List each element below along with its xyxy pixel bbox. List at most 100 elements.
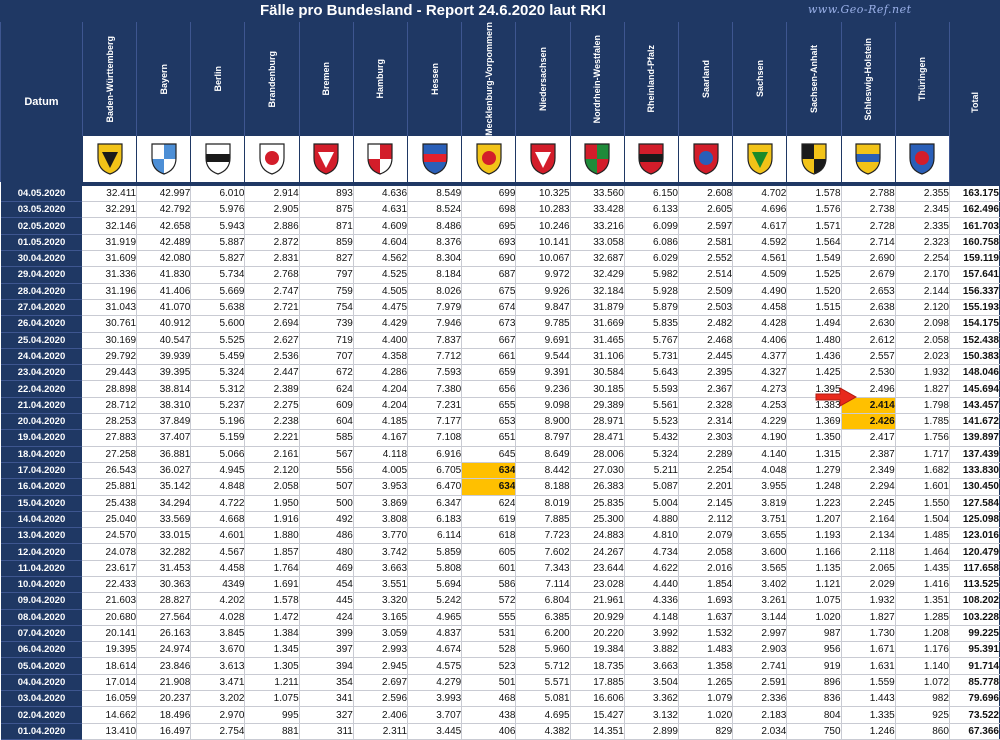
value-cell: 3.845 bbox=[190, 625, 246, 643]
table-row: 03.04.2020 16.059 20.237 3.202 1.075 341 2.596… bbox=[0, 690, 1000, 708]
total-cell: 143.457 bbox=[949, 397, 1000, 415]
value-cell: 4.190 bbox=[732, 429, 788, 447]
value-cell: 1.020 bbox=[678, 706, 734, 724]
value-cell: 27.883 bbox=[82, 429, 138, 447]
value-cell: 4.202 bbox=[190, 592, 246, 610]
value-cell: 827 bbox=[299, 250, 354, 268]
table-row: 01.05.2020 31.919 42.489 5.887 2.872 859 4.604… bbox=[0, 234, 1000, 252]
value-cell: 327 bbox=[299, 706, 354, 724]
value-cell: 1.854 bbox=[678, 576, 734, 594]
value-cell: 1.717 bbox=[895, 446, 950, 463]
value-cell: 27.258 bbox=[82, 446, 138, 463]
value-cell: 1.827 bbox=[895, 380, 950, 398]
value-cell: 2.161 bbox=[244, 446, 300, 463]
total-label: Total bbox=[969, 91, 980, 113]
date-cell: 03.04.2020 bbox=[0, 690, 83, 708]
value-cell: 31.336 bbox=[82, 266, 138, 284]
value-cell: 9.847 bbox=[515, 299, 571, 317]
value-cell: 4.458 bbox=[732, 299, 788, 317]
value-cell: 31.043 bbox=[82, 299, 138, 317]
separator-line bbox=[0, 181, 1000, 186]
value-cell: 7.723 bbox=[515, 527, 571, 545]
total-cell: 152.438 bbox=[949, 332, 1000, 349]
state-header: Brandenburg bbox=[244, 22, 300, 136]
value-cell: 9.236 bbox=[515, 380, 571, 398]
value-cell: 699 bbox=[461, 185, 517, 203]
value-cell: 4.734 bbox=[624, 543, 679, 561]
value-cell: 33.058 bbox=[570, 234, 625, 252]
berlin-crest-icon bbox=[190, 135, 245, 182]
title-bar: Fälle pro Bundesland - Report 24.6.2020 … bbox=[0, 0, 1000, 22]
value-cell: 8.486 bbox=[407, 217, 463, 235]
value-cell: 4.668 bbox=[190, 511, 246, 529]
value-cell: 3.670 bbox=[190, 641, 246, 659]
date-cell: 20.04.2020 bbox=[0, 413, 83, 431]
value-cell: 1.425 bbox=[786, 364, 842, 382]
value-cell: 7.108 bbox=[407, 429, 463, 447]
value-cell: 2.144 bbox=[895, 283, 950, 300]
value-cell: 2.183 bbox=[732, 706, 788, 724]
value-cell: 31.919 bbox=[82, 234, 138, 252]
value-cell: 9.691 bbox=[515, 332, 571, 349]
value-cell: 5.523 bbox=[624, 413, 679, 431]
value-cell: 1.564 bbox=[786, 234, 842, 252]
highlighted-cell: 2.414 bbox=[841, 397, 896, 415]
value-cell: 1.730 bbox=[841, 625, 896, 643]
value-cell: 41.070 bbox=[136, 299, 192, 317]
total-cell: 99.225 bbox=[949, 625, 1000, 643]
value-cell: 2.886 bbox=[244, 217, 300, 235]
value-cell: 5.943 bbox=[190, 217, 246, 235]
value-cell: 5.734 bbox=[190, 266, 246, 284]
value-cell: 2.509 bbox=[678, 283, 734, 300]
value-cell: 9.098 bbox=[515, 397, 571, 415]
value-cell: 16.606 bbox=[570, 690, 625, 708]
value-cell: 33.560 bbox=[570, 185, 625, 203]
total-cell: 125.098 bbox=[949, 511, 1000, 529]
value-cell: 1.350 bbox=[786, 429, 842, 447]
value-cell: 1.020 bbox=[786, 609, 842, 626]
value-cell: 38.814 bbox=[136, 380, 192, 398]
value-cell: 2.768 bbox=[244, 266, 300, 284]
value-cell: 601 bbox=[461, 560, 517, 577]
value-cell: 693 bbox=[461, 234, 517, 252]
state-name: Baden-Württemberg bbox=[104, 35, 115, 123]
value-cell: 3.551 bbox=[353, 576, 409, 594]
bayern-crest-icon bbox=[136, 135, 191, 182]
value-cell: 23.617 bbox=[82, 560, 138, 577]
value-cell: 4.631 bbox=[353, 201, 409, 219]
state-name: Thüringen bbox=[917, 56, 928, 101]
value-cell: 3.362 bbox=[624, 690, 679, 708]
value-cell: 3.261 bbox=[732, 592, 788, 610]
value-cell: 2.254 bbox=[678, 462, 734, 480]
total-cell: 117.658 bbox=[949, 560, 1000, 577]
red-arrow-icon bbox=[815, 387, 858, 407]
value-cell: 2.029 bbox=[841, 576, 896, 594]
value-cell: 6.150 bbox=[624, 185, 679, 203]
value-cell: 28.971 bbox=[570, 413, 625, 431]
value-cell: 28.827 bbox=[136, 592, 192, 610]
value-cell: 893 bbox=[299, 185, 354, 203]
value-cell: 19.384 bbox=[570, 641, 625, 659]
value-cell: 4.406 bbox=[732, 332, 788, 349]
value-cell: 3.402 bbox=[732, 576, 788, 594]
value-cell: 572 bbox=[461, 592, 517, 610]
value-cell: 719 bbox=[299, 332, 354, 349]
state-name: Hamburg bbox=[375, 59, 386, 99]
value-cell: 4.509 bbox=[732, 266, 788, 284]
value-cell: 2.552 bbox=[678, 250, 734, 268]
mecklenburg-vorpommern-crest-icon bbox=[461, 135, 516, 182]
value-cell: 17.014 bbox=[82, 674, 138, 692]
value-cell: 2.536 bbox=[244, 348, 300, 366]
value-cell: 609 bbox=[299, 397, 354, 415]
total-cell: 163.175 bbox=[949, 185, 1000, 203]
state-name: Rheinland-Pfalz bbox=[646, 45, 657, 113]
value-cell: 619 bbox=[461, 511, 517, 529]
value-cell: 26.543 bbox=[82, 462, 138, 480]
value-cell: 20.237 bbox=[136, 690, 192, 708]
value-cell: 4.696 bbox=[732, 201, 788, 219]
value-cell: 4.253 bbox=[732, 397, 788, 415]
value-cell: 10.325 bbox=[515, 185, 571, 203]
value-cell: 4.377 bbox=[732, 348, 788, 366]
state-header: Bayern bbox=[136, 22, 191, 136]
value-cell: 7.712 bbox=[407, 348, 463, 366]
